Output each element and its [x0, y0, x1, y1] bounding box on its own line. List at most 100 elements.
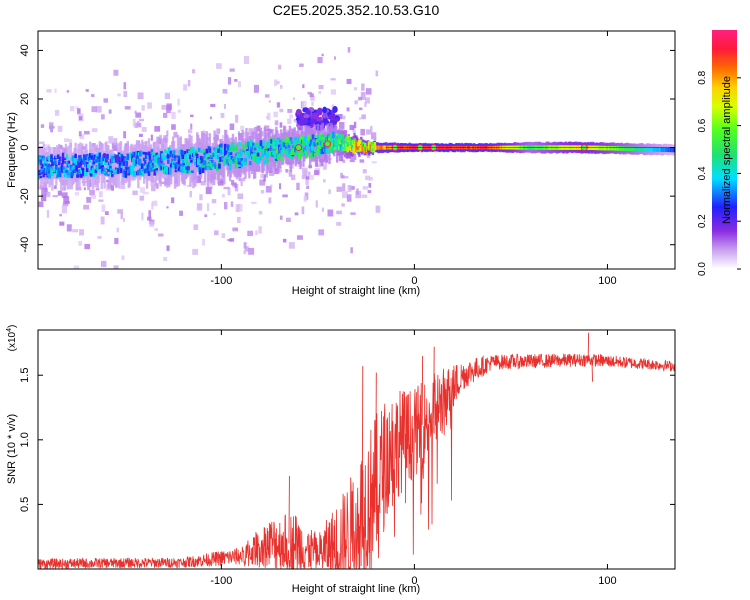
- spectrogram-speckle: [148, 210, 151, 218]
- spectrogram-speckle: [59, 213, 63, 217]
- spectrogram-speckle: [141, 212, 144, 221]
- spectrogram-ridge-cell: [244, 157, 247, 163]
- spectrogram-ridge-cell: [86, 163, 90, 169]
- spectrogram-speckle: [39, 141, 45, 144]
- spectrogram-speckle: [299, 63, 304, 67]
- spectrogram-ridge-cell: [219, 156, 222, 162]
- spectrogram-speckle: [91, 94, 95, 98]
- spectrogram-speckle: [288, 242, 295, 249]
- spectrogram-speckle: [89, 189, 95, 196]
- spectrogram-speckle: [238, 133, 244, 141]
- spectrogram-ylabel: Frequency (Hz): [6, 112, 18, 188]
- spectrogram-ridge-cell: [357, 142, 360, 146]
- spectrogram-speckle: [309, 93, 314, 97]
- spectrogram-ridge-cell: [84, 169, 88, 176]
- spectrogram-ridge-cell: [204, 165, 208, 170]
- spectrogram-speckle: [220, 112, 225, 119]
- spectrogram-ridge-cell: [170, 158, 174, 163]
- spectrogram-ridge-cell: [292, 147, 296, 155]
- spectrogram-speckle: [255, 230, 258, 236]
- snr-scale-label: (x104): [6, 325, 18, 352]
- spectrogram-ridge-cell: [200, 157, 204, 163]
- spectrogram-ridge-cell: [42, 155, 46, 160]
- spectrogram-speckle: [311, 101, 314, 106]
- spectrogram-ridge-cell: [192, 146, 195, 154]
- spectrogram-speckle: [279, 108, 284, 113]
- spectrogram-ridge-cell: [62, 166, 66, 170]
- spectrogram-ridge-cell: [167, 147, 171, 155]
- spectrogram-ridge-cell: [237, 152, 241, 156]
- spectrogram-ridge-cell: [274, 154, 277, 158]
- spectrogram-speckle: [206, 137, 210, 141]
- spectrogram-ridge-cell: [81, 158, 84, 163]
- spectrogram-speckle: [323, 162, 328, 169]
- spectrogram-speckle: [61, 205, 68, 214]
- spectrogram-speckle: [223, 202, 228, 210]
- spectrogram-ridge-cell: [318, 147, 322, 152]
- snr-panel: -100 0 100 0.5 1.0 1.5 Height of straight lin…: [6, 325, 676, 595]
- spectrogram-ridge-cell: [143, 168, 147, 174]
- spectrogram-speckle: [111, 142, 118, 149]
- spectrogram-ridge-cell: [182, 162, 186, 167]
- spectrogram-ridge-cell: [216, 165, 219, 172]
- spectrogram-sideband-cell: [333, 117, 340, 122]
- spectrogram-ridge-cell: [202, 156, 206, 159]
- spectrogram-ridge-cell: [307, 136, 311, 143]
- spectrogram-speckle: [78, 131, 82, 137]
- spectrogram-speckle: [221, 193, 225, 198]
- spectrogram-frame: [37, 30, 676, 270]
- spectrogram-speckle: [318, 84, 324, 90]
- spectrogram-speckle: [91, 106, 98, 113]
- spectrogram-ridge-cell: [181, 167, 185, 173]
- spectrogram-speckle: [187, 80, 191, 87]
- spectrogram-speckle: [166, 245, 170, 251]
- spectrogram-ridge-cell: [329, 145, 332, 152]
- spectrogram-speckle: [74, 192, 79, 196]
- spectrogram-ridge-cell: [321, 148, 325, 154]
- spectrogram-ridge-cell: [73, 157, 76, 164]
- spectrogram-speckle: [247, 230, 254, 237]
- spectrogram-ridge-cell: [118, 153, 122, 157]
- spectrogram-speckle: [138, 122, 142, 128]
- spectrogram-speckle: [346, 107, 350, 112]
- spectrogram-ridge-cell: [113, 171, 117, 175]
- spectrogram-speckle: [354, 100, 358, 105]
- spectrogram-ridge-cell: [184, 154, 187, 160]
- spectrogram-speckle: [54, 109, 60, 116]
- spectrogram-ytick-label: 40: [19, 44, 31, 56]
- spectrogram-speckle: [72, 229, 79, 233]
- colorbar-tick-label: 0.8: [697, 70, 708, 84]
- spectrogram-ridge-cell: [154, 156, 158, 163]
- snr-spike: [361, 366, 364, 513]
- spectrogram-ridge-cell: [304, 136, 307, 142]
- spectrogram-speckle: [360, 128, 366, 136]
- spectrogram-xtick-label: -100: [210, 275, 232, 287]
- spectrogram-ridge-cell: [179, 168, 183, 172]
- spectrogram-sideband-cell: [298, 118, 305, 127]
- spectrogram-ridge-cell: [88, 160, 92, 163]
- spectrogram-ridge-cell: [317, 135, 321, 138]
- spectrogram-speckle: [96, 106, 102, 113]
- spectrogram-ridge-cell: [275, 158, 278, 161]
- spectrogram-speckle: [108, 136, 114, 144]
- spectrogram-ridge-cell: [227, 151, 231, 158]
- spectrogram-ridge-cell: [154, 164, 158, 168]
- spectrogram-ridge-cell: [174, 169, 178, 173]
- spectrogram-speckle: [235, 204, 240, 213]
- spectrogram-ridge-cell: [248, 152, 251, 155]
- spectrogram-speckle: [150, 134, 153, 141]
- spectrogram-ridge-cell: [218, 159, 221, 165]
- spectrogram-speckle: [273, 168, 278, 175]
- spectrogram-ridge-cell: [65, 161, 69, 164]
- spectrogram-ridge-cell: [245, 141, 248, 148]
- spectrogram-ridge-cell: [82, 168, 85, 174]
- spectrogram-ridge-cell: [110, 154, 113, 158]
- spectrogram-speckle: [362, 186, 369, 190]
- spectrogram-ridge-cell: [198, 158, 202, 164]
- spectrogram-panel: -100 0 100 -40 -20 0 20 40 Height of straight l…: [6, 30, 676, 297]
- spectrogram-ridge-cell: [333, 146, 337, 151]
- spectrogram-ridge-cell: [133, 170, 136, 177]
- spectrogram-ridge-cell: [363, 142, 367, 148]
- spectrogram-speckle: [177, 98, 180, 106]
- spectrogram-speckle: [161, 181, 165, 185]
